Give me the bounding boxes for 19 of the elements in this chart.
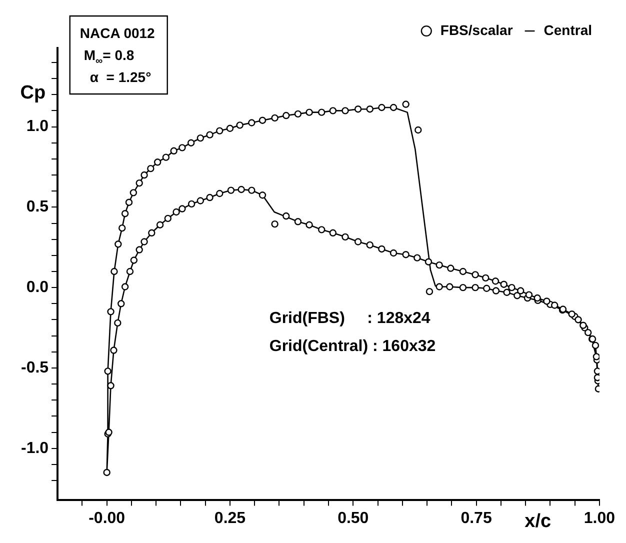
legend-label: FBS/scalar — [440, 22, 514, 38]
x-tick-label: -0.00 — [88, 510, 126, 527]
y-tick-label: 0.0 — [26, 278, 49, 296]
y-tick-label: 1.0 — [26, 118, 49, 136]
y-tick-label: -1.0 — [20, 440, 49, 457]
x-tick-label: 1.00 — [584, 510, 616, 527]
annotation: α = 1.25° — [90, 69, 152, 85]
x-tick-label: 0.50 — [338, 510, 369, 527]
y-tick-label: -0.5 — [20, 359, 49, 376]
y-tick-label: 0.5 — [26, 198, 49, 216]
x-axis-title: x/c — [524, 510, 552, 532]
x-tick-label: 0.25 — [214, 510, 246, 527]
annotation: Grid(Central) : 160x32 — [269, 338, 436, 355]
annotation: Grid(FBS) : 128x24 — [269, 310, 430, 327]
annotation: M∞= 0.8 — [84, 47, 134, 68]
text: NACA 0012 — [80, 25, 156, 41]
legend-label: Central — [544, 22, 592, 38]
x-tick-label: 0.75 — [460, 510, 492, 527]
y-axis-title: Cp — [20, 82, 46, 104]
